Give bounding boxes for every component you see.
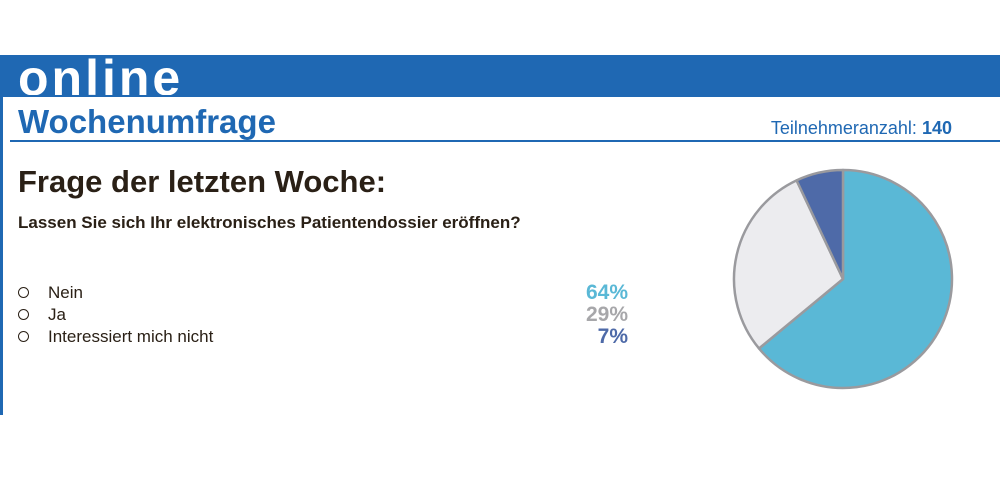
page-title: Wochenumfrage (18, 103, 276, 140)
participant-count-value: 140 (921, 118, 952, 138)
answer-percent: 7% (597, 325, 628, 348)
pie-slice-nein (757, 168, 954, 390)
answer-percent: 64% (585, 281, 628, 304)
radio-icon[interactable] (18, 309, 29, 320)
radio-icon[interactable] (18, 287, 29, 298)
participant-count: Teilnehmeranzahl: 140 (771, 118, 952, 139)
answer-option-nein[interactable]: Nein 64% (18, 281, 628, 305)
title-divider (10, 140, 1000, 142)
header-banner (0, 55, 1000, 97)
brand-logo: online (18, 53, 184, 95)
answer-label: Nein (48, 283, 83, 302)
radio-icon[interactable] (18, 331, 29, 342)
poll-heading: Frage der letzten Woche: (18, 164, 387, 199)
answer-option-ja[interactable]: Ja 29% (18, 303, 628, 327)
poll-question: Lassen Sie sich Ihr elektronisches Patie… (18, 213, 521, 232)
answer-option-interessiert-nicht[interactable]: Interessiert mich nicht 7% (18, 325, 628, 349)
pie-slice-interessiert-mich-nicht (795, 168, 845, 281)
answer-label: Interessiert mich nicht (48, 327, 214, 346)
left-rule (0, 97, 3, 415)
participant-count-label: Teilnehmeranzahl: (770, 118, 917, 138)
answer-percent: 29% (585, 303, 628, 326)
answer-label: Ja (48, 305, 66, 324)
results-pie-chart (732, 168, 954, 390)
